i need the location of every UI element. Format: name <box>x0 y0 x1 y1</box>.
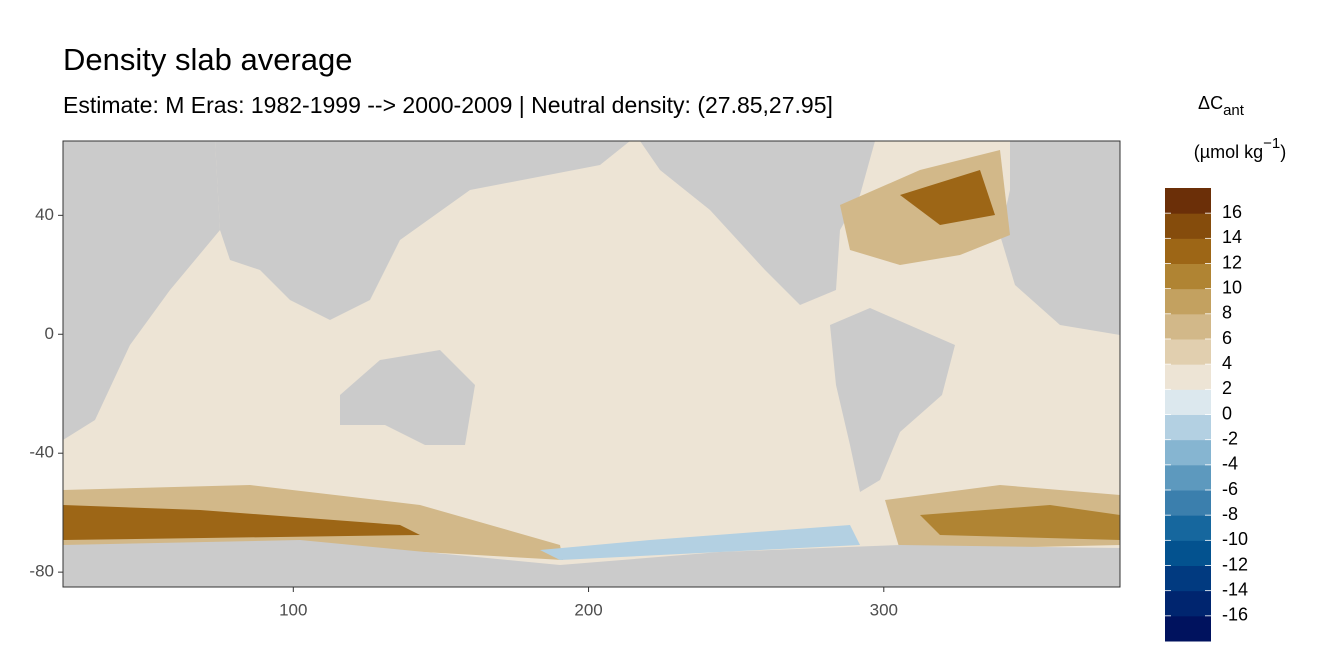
colorbar-tick-label: -4 <box>1222 454 1238 474</box>
y-tick-label: 0 <box>45 324 54 343</box>
colorbar-tick-label: -6 <box>1222 479 1238 499</box>
colorbar-bin <box>1165 565 1211 592</box>
land-africa <box>63 141 220 440</box>
colorbar-bin <box>1165 490 1211 516</box>
colorbar-tick-label: -12 <box>1222 554 1248 574</box>
y-tick-label: -40 <box>29 443 54 462</box>
colorbar-bin <box>1165 263 1211 290</box>
colorbar-bin <box>1165 615 1211 642</box>
colorbar-bin <box>1165 288 1211 315</box>
legend-subscript: ant <box>1223 102 1245 119</box>
y-tick-label: -80 <box>29 562 54 581</box>
colorbar-bin <box>1165 515 1211 541</box>
colorbar-bin <box>1165 364 1211 390</box>
plot-border <box>62 140 1121 588</box>
colorbar-bin <box>1165 540 1211 566</box>
colorbar-tick-label: 2 <box>1222 378 1232 398</box>
colorbar-tick-label: -2 <box>1222 428 1238 448</box>
chart-subtitle: Estimate: M Eras: 1982-1999 --> 2000-200… <box>63 92 833 118</box>
colorbar-bin <box>1165 439 1211 466</box>
colorbar-tick-label: -10 <box>1222 529 1248 549</box>
southern-core-east <box>920 505 1120 540</box>
colorbar-bin <box>1165 414 1211 441</box>
colorbar-bin <box>1165 313 1211 340</box>
colorbar-bin <box>1165 389 1211 415</box>
colorbar-tick-label: 6 <box>1222 328 1232 348</box>
land-antarctica <box>63 540 1120 587</box>
colorbar-tick-label: -8 <box>1222 504 1238 524</box>
colorbar-bin <box>1165 188 1211 214</box>
colorbar-tick-label: -16 <box>1222 605 1248 625</box>
map-layer <box>63 141 1120 587</box>
colorbar-tick-label: 8 <box>1222 303 1232 323</box>
legend-unit: (µmol kg−1) <box>1194 135 1287 162</box>
land-north-america <box>640 141 875 305</box>
colorbar-bin <box>1165 213 1211 239</box>
colorbar-bin <box>1165 238 1211 264</box>
legend-unit-exponent: −1 <box>1263 135 1280 152</box>
colorbar-tick-label: 0 <box>1222 403 1232 423</box>
colorbar-bin <box>1165 339 1211 365</box>
colorbar-tick-label: 14 <box>1222 227 1242 247</box>
legend-unit-start: (µmol kg <box>1194 142 1263 162</box>
land-asia <box>215 141 630 320</box>
legend-unit-end: ) <box>1280 142 1286 162</box>
southern-core-west <box>63 505 420 540</box>
legend-symbol: ΔC <box>1198 93 1223 113</box>
colorbar-tick-label: 12 <box>1222 252 1242 272</box>
x-tick-label: 200 <box>574 600 602 619</box>
colorbar-tick-label: 16 <box>1222 202 1242 222</box>
land-europe-africa <box>1000 141 1120 335</box>
y-tick-label: 40 <box>35 205 54 224</box>
land-australia <box>340 350 475 445</box>
colorbar-bin <box>1165 464 1211 491</box>
north-atlantic-core <box>900 170 995 225</box>
colorbar-bin <box>1165 590 1211 617</box>
ross-amundsen-blue <box>540 525 860 560</box>
chart-title: Density slab average <box>63 42 353 77</box>
colorbar-tick-label: -14 <box>1222 579 1248 599</box>
x-tick-label: 300 <box>870 600 898 619</box>
x-tick-label: 100 <box>279 600 307 619</box>
colorbar-tick-label: 10 <box>1222 277 1242 297</box>
land-south-america <box>830 308 955 492</box>
colorbar-tick-label: 4 <box>1222 353 1232 373</box>
legend-title: ΔCant <box>1198 93 1245 119</box>
